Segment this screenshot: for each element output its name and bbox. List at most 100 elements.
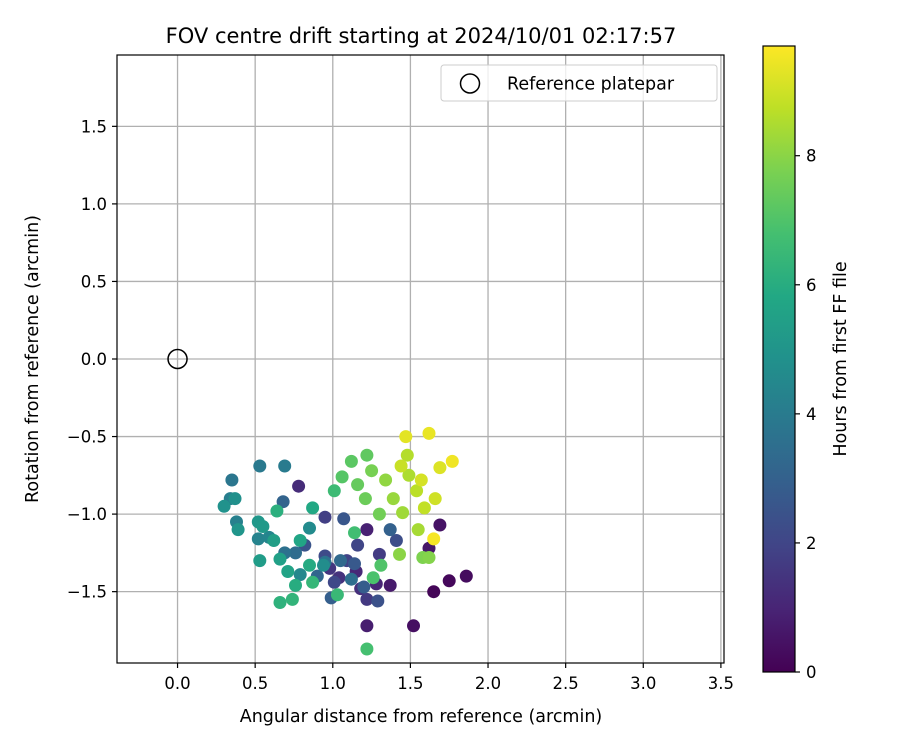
data-point xyxy=(303,558,316,572)
data-point xyxy=(327,484,341,498)
data-point xyxy=(348,526,361,540)
colorbar-label: Hours from first FF file xyxy=(831,261,851,456)
y-axis-label: Rotation from reference (arcmin) xyxy=(23,215,43,503)
y-tick-label: 0.5 xyxy=(81,272,107,291)
data-point xyxy=(351,478,365,492)
colorbar-tick-label: 6 xyxy=(806,276,817,295)
data-point xyxy=(358,492,372,506)
data-point xyxy=(372,547,386,561)
data-point xyxy=(386,492,400,506)
data-point xyxy=(228,492,242,506)
data-point xyxy=(393,547,406,561)
data-point xyxy=(383,578,397,592)
data-point xyxy=(253,459,267,473)
data-point xyxy=(225,473,239,487)
data-point xyxy=(372,507,386,521)
data-point xyxy=(276,495,290,509)
legend-entry-label: Reference platepar xyxy=(507,75,675,95)
y-axis-ticks: −1.5 −1.0 −0.5 0.0 0.5 1.0 1.5 xyxy=(67,117,117,602)
data-point xyxy=(270,504,284,518)
y-tick-label: 1.0 xyxy=(81,195,107,214)
data-point xyxy=(402,468,416,482)
data-point xyxy=(417,501,431,515)
data-point xyxy=(231,523,245,537)
data-point xyxy=(337,512,351,526)
data-point xyxy=(330,588,344,602)
data-point xyxy=(428,492,442,506)
data-point xyxy=(360,642,374,656)
data-point xyxy=(317,558,330,572)
data-point xyxy=(334,554,347,568)
data-point xyxy=(410,484,424,498)
chart-title: FOV centre drift starting at 2024/10/01 … xyxy=(166,24,677,48)
data-point xyxy=(292,479,306,493)
legend-open-circle-marker xyxy=(459,73,481,94)
data-point xyxy=(267,534,281,547)
y-tick-label: 1.5 xyxy=(81,117,107,136)
data-point xyxy=(281,565,295,578)
x-tick-label: 0.0 xyxy=(164,674,190,693)
data-point xyxy=(400,448,414,462)
data-points xyxy=(217,426,473,656)
x-tick-label: 0.5 xyxy=(242,674,268,693)
x-tick-label: 1.0 xyxy=(320,674,346,693)
data-point xyxy=(427,532,441,546)
data-point xyxy=(306,501,320,515)
x-tick-label: 2.0 xyxy=(475,674,501,693)
legend: Reference platepar xyxy=(440,64,718,102)
data-point xyxy=(407,619,420,633)
data-point xyxy=(293,534,307,547)
data-point xyxy=(433,518,447,532)
data-point xyxy=(285,592,299,606)
x-tick-label: 1.5 xyxy=(397,674,423,693)
x-axis-ticks: 0.0 0.5 1.0 1.5 2.0 2.5 3.0 3.5 xyxy=(164,663,734,693)
data-point xyxy=(327,575,341,589)
data-point xyxy=(289,546,302,560)
data-point xyxy=(289,578,302,592)
data-point xyxy=(374,558,388,572)
data-point xyxy=(411,523,425,537)
x-axis-label: Angular distance from reference (arcmin) xyxy=(240,707,603,727)
data-point xyxy=(357,580,371,594)
data-point xyxy=(256,520,270,533)
data-point xyxy=(344,572,358,586)
data-point xyxy=(383,523,397,537)
data-point xyxy=(442,574,456,588)
data-point xyxy=(318,510,332,524)
data-point xyxy=(306,575,320,589)
reference-platepar-marker xyxy=(167,348,188,370)
y-tick-label: −0.5 xyxy=(67,428,107,447)
data-point xyxy=(335,470,349,484)
data-point xyxy=(360,523,374,537)
data-point xyxy=(360,448,374,462)
x-tick-label: 3.0 xyxy=(630,674,656,693)
y-tick-label: −1.5 xyxy=(67,583,107,602)
data-point xyxy=(360,592,374,606)
colorbar-tick-label: 8 xyxy=(806,147,817,166)
data-point xyxy=(251,532,265,546)
data-point xyxy=(422,551,436,564)
data-point xyxy=(396,506,410,520)
data-point xyxy=(217,499,231,513)
colorbar-tick-label: 4 xyxy=(806,405,817,424)
data-point xyxy=(351,538,365,552)
data-point xyxy=(414,473,428,487)
data-point xyxy=(445,454,459,468)
data-point xyxy=(303,521,316,535)
grid xyxy=(117,55,724,663)
data-point xyxy=(427,585,441,599)
data-point xyxy=(366,571,380,585)
data-point xyxy=(360,619,374,633)
x-tick-label: 2.5 xyxy=(553,674,579,693)
colorbar-gradient xyxy=(762,45,796,673)
data-point xyxy=(371,594,385,608)
data-point xyxy=(273,596,287,609)
data-point xyxy=(389,534,403,547)
data-point xyxy=(273,552,287,566)
colorbar: 0 2 4 6 8 Hours from first FF file xyxy=(762,45,851,682)
data-point xyxy=(253,554,267,568)
data-point xyxy=(459,569,473,583)
data-point xyxy=(278,459,292,473)
reference-layer xyxy=(167,348,188,370)
